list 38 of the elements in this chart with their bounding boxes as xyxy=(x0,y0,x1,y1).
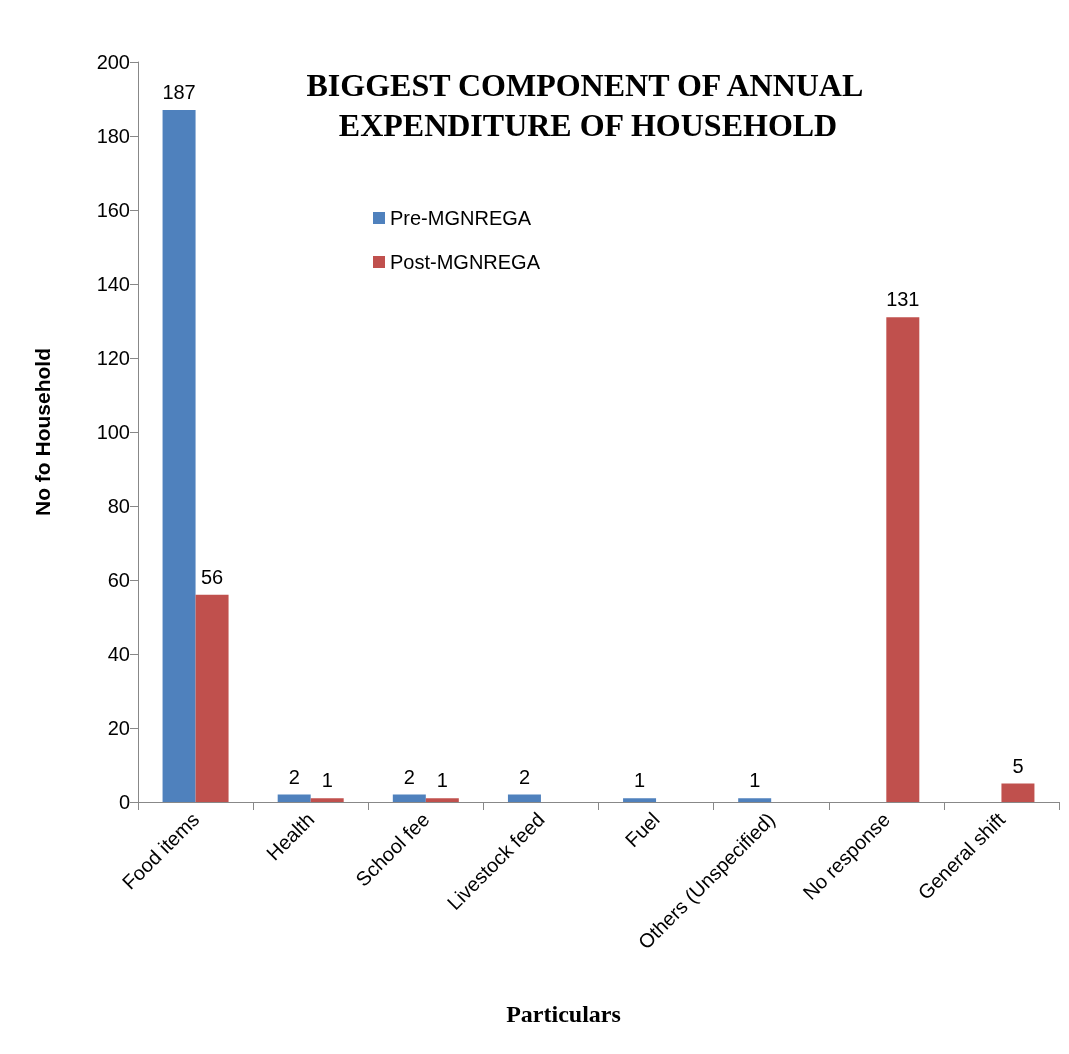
data-label: 2 xyxy=(288,765,300,788)
data-label: 187 xyxy=(162,81,196,104)
y-tick-label: 120 xyxy=(96,347,130,369)
y-tick-label: 0 xyxy=(118,791,130,813)
y-tick-label: 100 xyxy=(96,421,130,443)
bar xyxy=(195,594,229,802)
legend-label: Post-MGNREGA xyxy=(390,251,541,273)
bar xyxy=(886,317,920,802)
data-label: 1 xyxy=(321,769,333,792)
y-tick-label: 140 xyxy=(96,273,130,295)
data-label: 1 xyxy=(749,769,761,792)
y-tick-label: 40 xyxy=(107,643,130,665)
text: BIGGEST COMPONENT OF ANNUAL EXPENDITURE OF HOUSEHOLD xyxy=(306,67,870,143)
bar xyxy=(310,798,344,802)
y-tick-label: 80 xyxy=(107,495,130,517)
bar xyxy=(162,110,196,802)
data-label: 2 xyxy=(403,765,415,788)
x-axis-title: Particulars xyxy=(506,1001,621,1027)
data-label: 5 xyxy=(1012,754,1024,777)
bar xyxy=(623,798,657,802)
y-tick-label: 20 xyxy=(107,717,130,739)
y-tick-label: 200 xyxy=(96,51,130,73)
bar xyxy=(277,794,311,802)
bar xyxy=(507,794,541,802)
data-label: 56 xyxy=(200,565,224,588)
data-label: 2 xyxy=(518,765,530,788)
data-label: 131 xyxy=(886,288,920,311)
legend-label: Pre-MGNREGA xyxy=(390,207,532,229)
data-label: 1 xyxy=(436,769,448,792)
y-tick-label: 60 xyxy=(107,569,130,591)
bar xyxy=(1001,783,1035,802)
data-label: 1 xyxy=(634,769,646,792)
bar xyxy=(738,798,772,802)
y-axis-title: No fo Household xyxy=(31,348,54,516)
y-tick-label: 160 xyxy=(96,199,130,221)
y-tick-label: 180 xyxy=(96,125,130,147)
bar xyxy=(392,794,426,802)
bar xyxy=(425,798,459,802)
